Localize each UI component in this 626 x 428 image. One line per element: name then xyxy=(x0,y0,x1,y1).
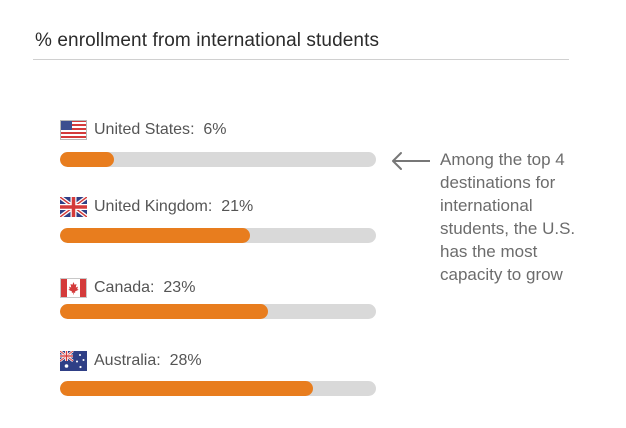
bar-label: United States: 6% xyxy=(60,119,227,141)
left-arrow-icon xyxy=(392,152,430,170)
annotation-text: Among the top 4 destinations for interna… xyxy=(440,150,576,284)
bar-row-australia: Australia: 28% xyxy=(60,350,380,410)
uk-flag-icon xyxy=(60,197,87,217)
australia-flag-icon xyxy=(60,351,87,371)
bar-united-states xyxy=(60,152,114,167)
canada-flag-icon xyxy=(60,278,87,298)
bar-row-canada: Canada: 23% xyxy=(60,277,380,337)
bar-label: Canada: 23% xyxy=(60,277,195,299)
us-flag-icon xyxy=(60,120,87,140)
value-label: 28% xyxy=(169,352,202,369)
value-label: 6% xyxy=(203,121,227,138)
bar-label: Australia: 28% xyxy=(60,350,202,372)
bar-track xyxy=(60,228,376,243)
bar-label: United Kingdom: 21% xyxy=(60,196,253,218)
category-label: Canada xyxy=(94,279,151,296)
annotation: Among the top 4 destinations for interna… xyxy=(390,148,610,286)
bar-united-kingdom xyxy=(60,228,250,243)
bar-track xyxy=(60,381,376,396)
value-label: 23% xyxy=(163,279,196,296)
category-label: United States xyxy=(94,121,191,138)
chart-title: % enrollment from international students xyxy=(35,30,380,51)
category-label: United Kingdom xyxy=(94,198,208,215)
bar-australia xyxy=(60,381,313,396)
bar-row-united-kingdom: United Kingdom: 21% xyxy=(60,196,380,256)
bar-row-united-states: United States: 6% xyxy=(60,119,380,179)
title-divider xyxy=(33,59,569,60)
value-label: 21% xyxy=(221,198,254,215)
bar-canada xyxy=(60,304,268,319)
bar-track xyxy=(60,304,376,319)
category-label: Australia xyxy=(94,352,157,369)
bar-track xyxy=(60,152,376,167)
